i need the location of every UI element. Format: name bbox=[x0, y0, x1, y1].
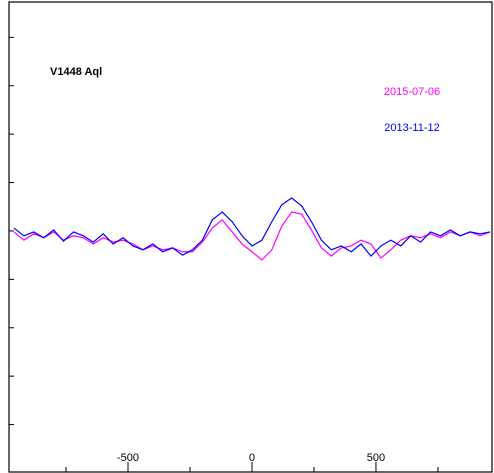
series-line bbox=[13, 197, 491, 258]
x-tick-label: -500 bbox=[117, 452, 139, 464]
annotation: V1448 Aql bbox=[50, 66, 102, 78]
x-tick-label: 0 bbox=[249, 452, 255, 464]
legend-entry: 2013-11-12 bbox=[384, 122, 439, 134]
legend-entry: 2015-07-06 bbox=[384, 86, 440, 98]
x-tick-label: 500 bbox=[367, 452, 385, 464]
